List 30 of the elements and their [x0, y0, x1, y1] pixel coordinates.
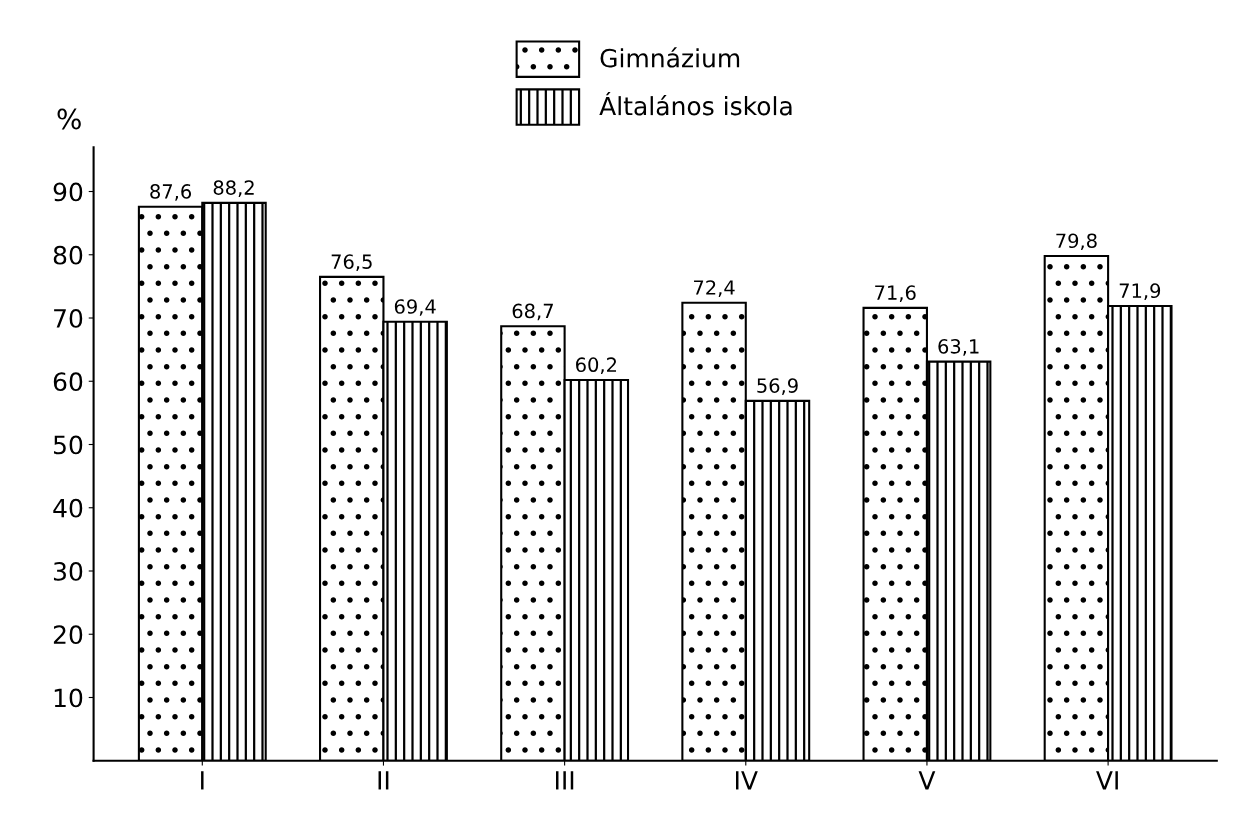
- data-label: 69,4: [394, 299, 436, 316]
- x-tick-label: V: [918, 771, 936, 790]
- x-tick-label: VI: [1096, 771, 1118, 790]
- y-tick-label: 80: [53, 245, 83, 265]
- y-tick-label: 60: [53, 372, 83, 392]
- y-tick-label: 90: [53, 182, 83, 202]
- x-tick-label: I: [201, 771, 204, 790]
- data-label: 79,8: [1056, 233, 1097, 251]
- y-axis-title: %: [57, 108, 81, 130]
- data-label: 71,6: [875, 285, 916, 302]
- y-tick-label: 20: [53, 625, 83, 645]
- data-label: 71,9: [1119, 283, 1161, 301]
- y-tick-label: 10: [54, 688, 83, 708]
- x-tick-label: IV: [736, 771, 758, 790]
- data-label: 76,5: [331, 254, 372, 271]
- y-tick-label: 50: [53, 435, 83, 455]
- data-label: 68,7: [512, 303, 553, 321]
- y-tick-label: 40: [53, 498, 83, 518]
- x-tick-label: II: [378, 771, 389, 790]
- data-label: 88,2: [213, 180, 254, 197]
- y-tick-label: 70: [54, 308, 83, 328]
- data-label: 60,2: [576, 357, 617, 375]
- data-label: 63,1: [938, 339, 979, 356]
- y-tick-label: 30: [53, 561, 83, 581]
- legend-label: Gimnázium: [600, 47, 740, 68]
- legend-label: Általános iskola: [599, 91, 792, 116]
- x-tick-label: III: [556, 771, 574, 790]
- data-label: 87,6: [150, 184, 192, 201]
- data-label: 72,4: [694, 280, 735, 297]
- data-label: 56,9: [757, 378, 798, 395]
